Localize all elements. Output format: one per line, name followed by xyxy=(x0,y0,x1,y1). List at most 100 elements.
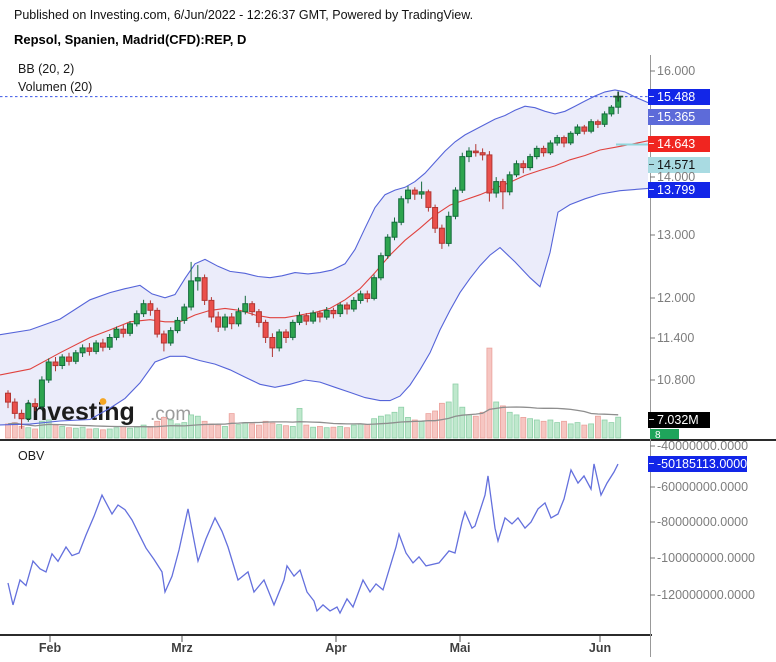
volume-bar xyxy=(100,429,106,439)
bollinger-fill xyxy=(0,89,648,425)
candle-body xyxy=(154,309,161,335)
volume-bar xyxy=(188,414,195,439)
volume-bar xyxy=(181,422,188,439)
volume-bar xyxy=(222,425,228,439)
bollinger-upper-line xyxy=(0,89,649,336)
time-axis-label: Feb xyxy=(38,641,62,655)
candle-body xyxy=(283,331,289,338)
bollinger-lower-line xyxy=(0,187,649,426)
candle-body xyxy=(249,303,256,313)
volume-bar xyxy=(459,406,466,439)
candle-body xyxy=(601,113,608,125)
axis-label: 10.800 xyxy=(657,373,696,387)
candle-body xyxy=(52,361,59,367)
volume-bar xyxy=(561,420,567,439)
candle-body xyxy=(418,191,425,195)
axis-label: -80000000.0000 xyxy=(657,515,749,529)
candle-body xyxy=(323,309,330,318)
candle-body xyxy=(520,163,527,169)
axis-price-badge: 13.799 xyxy=(648,182,710,198)
volume-bar xyxy=(547,419,554,439)
candle-body xyxy=(276,331,283,349)
volume-indicator-label[interactable]: Volumen (20) xyxy=(18,80,93,94)
volume-bar xyxy=(479,411,486,439)
candle-body xyxy=(59,356,66,366)
volume-bar xyxy=(595,415,601,439)
candle-body xyxy=(167,330,174,344)
volume-bar xyxy=(540,420,547,439)
axis-label: 14.000 xyxy=(657,170,696,184)
time-axis-label: Mai xyxy=(449,641,471,655)
volume-bar xyxy=(310,426,317,439)
volume-bar xyxy=(323,427,330,439)
candle-body xyxy=(38,379,45,408)
volume-bar xyxy=(472,415,479,439)
volume-bar xyxy=(59,425,66,439)
volume-bar xyxy=(154,420,161,439)
candle-body xyxy=(574,126,581,134)
candle-body xyxy=(106,337,113,348)
volume-bar xyxy=(160,416,167,439)
volume-bar xyxy=(506,411,513,439)
volume-bar xyxy=(86,428,93,439)
volume-bar xyxy=(337,425,344,439)
volume-bar xyxy=(113,427,120,439)
volume-bar xyxy=(52,424,59,439)
volume-bar xyxy=(194,415,201,439)
axis-label: 16.000 xyxy=(657,64,696,78)
volume-bar xyxy=(344,427,350,439)
time-axis-label: Mrz xyxy=(171,641,193,655)
candle-body xyxy=(459,156,466,191)
volume-bar xyxy=(167,419,174,439)
volume-bar xyxy=(445,401,452,439)
candle-body xyxy=(147,303,154,311)
candle-body xyxy=(208,299,215,318)
volume-bar xyxy=(140,424,147,439)
obv-indicator-label[interactable]: OBV xyxy=(18,449,45,463)
volume-bar xyxy=(5,423,11,439)
volume-bar xyxy=(120,425,127,439)
volume-bar xyxy=(588,423,594,439)
volume-bar xyxy=(174,423,181,439)
volume-bar xyxy=(418,420,425,439)
candle-body xyxy=(194,277,201,282)
volume-bar xyxy=(255,424,262,439)
volume-bar xyxy=(228,413,235,439)
candle-body xyxy=(561,137,567,144)
volume-bar xyxy=(201,420,208,439)
candle-body xyxy=(45,361,52,381)
axis-label: -60000000.0000 xyxy=(657,480,749,494)
candle-body xyxy=(140,303,147,315)
volume-bar xyxy=(242,422,249,439)
candle-body xyxy=(188,280,195,308)
volume-bar xyxy=(32,428,38,439)
volume-bar xyxy=(276,424,283,439)
candle-body xyxy=(452,189,459,217)
volume-bar xyxy=(411,419,418,439)
candle-body xyxy=(316,312,323,318)
volume-bar xyxy=(405,416,411,439)
candle-body xyxy=(5,392,11,403)
volume-bar xyxy=(39,420,45,439)
volume-bar xyxy=(391,411,398,439)
candle-body xyxy=(174,319,181,332)
volume-bar xyxy=(133,426,140,439)
candle-body xyxy=(350,299,357,310)
candle-body xyxy=(513,163,520,176)
volume-bar xyxy=(533,419,540,439)
candle-body xyxy=(222,316,228,328)
volume-bar xyxy=(425,413,432,439)
time-axis-label: Apr xyxy=(325,641,347,655)
candle-body xyxy=(113,328,120,338)
bb-indicator-label[interactable]: BB (20, 2) xyxy=(18,62,75,76)
candle-body xyxy=(235,311,242,325)
volume-bar xyxy=(384,414,391,439)
candle-body xyxy=(581,126,588,132)
instrument-title: Repsol, Spanien, Madrid(CFD):REP, D xyxy=(14,32,247,47)
watermark-orange-dot xyxy=(99,398,107,405)
volume-bar xyxy=(499,405,506,439)
candle-body xyxy=(310,312,317,322)
candle-body xyxy=(242,303,249,313)
